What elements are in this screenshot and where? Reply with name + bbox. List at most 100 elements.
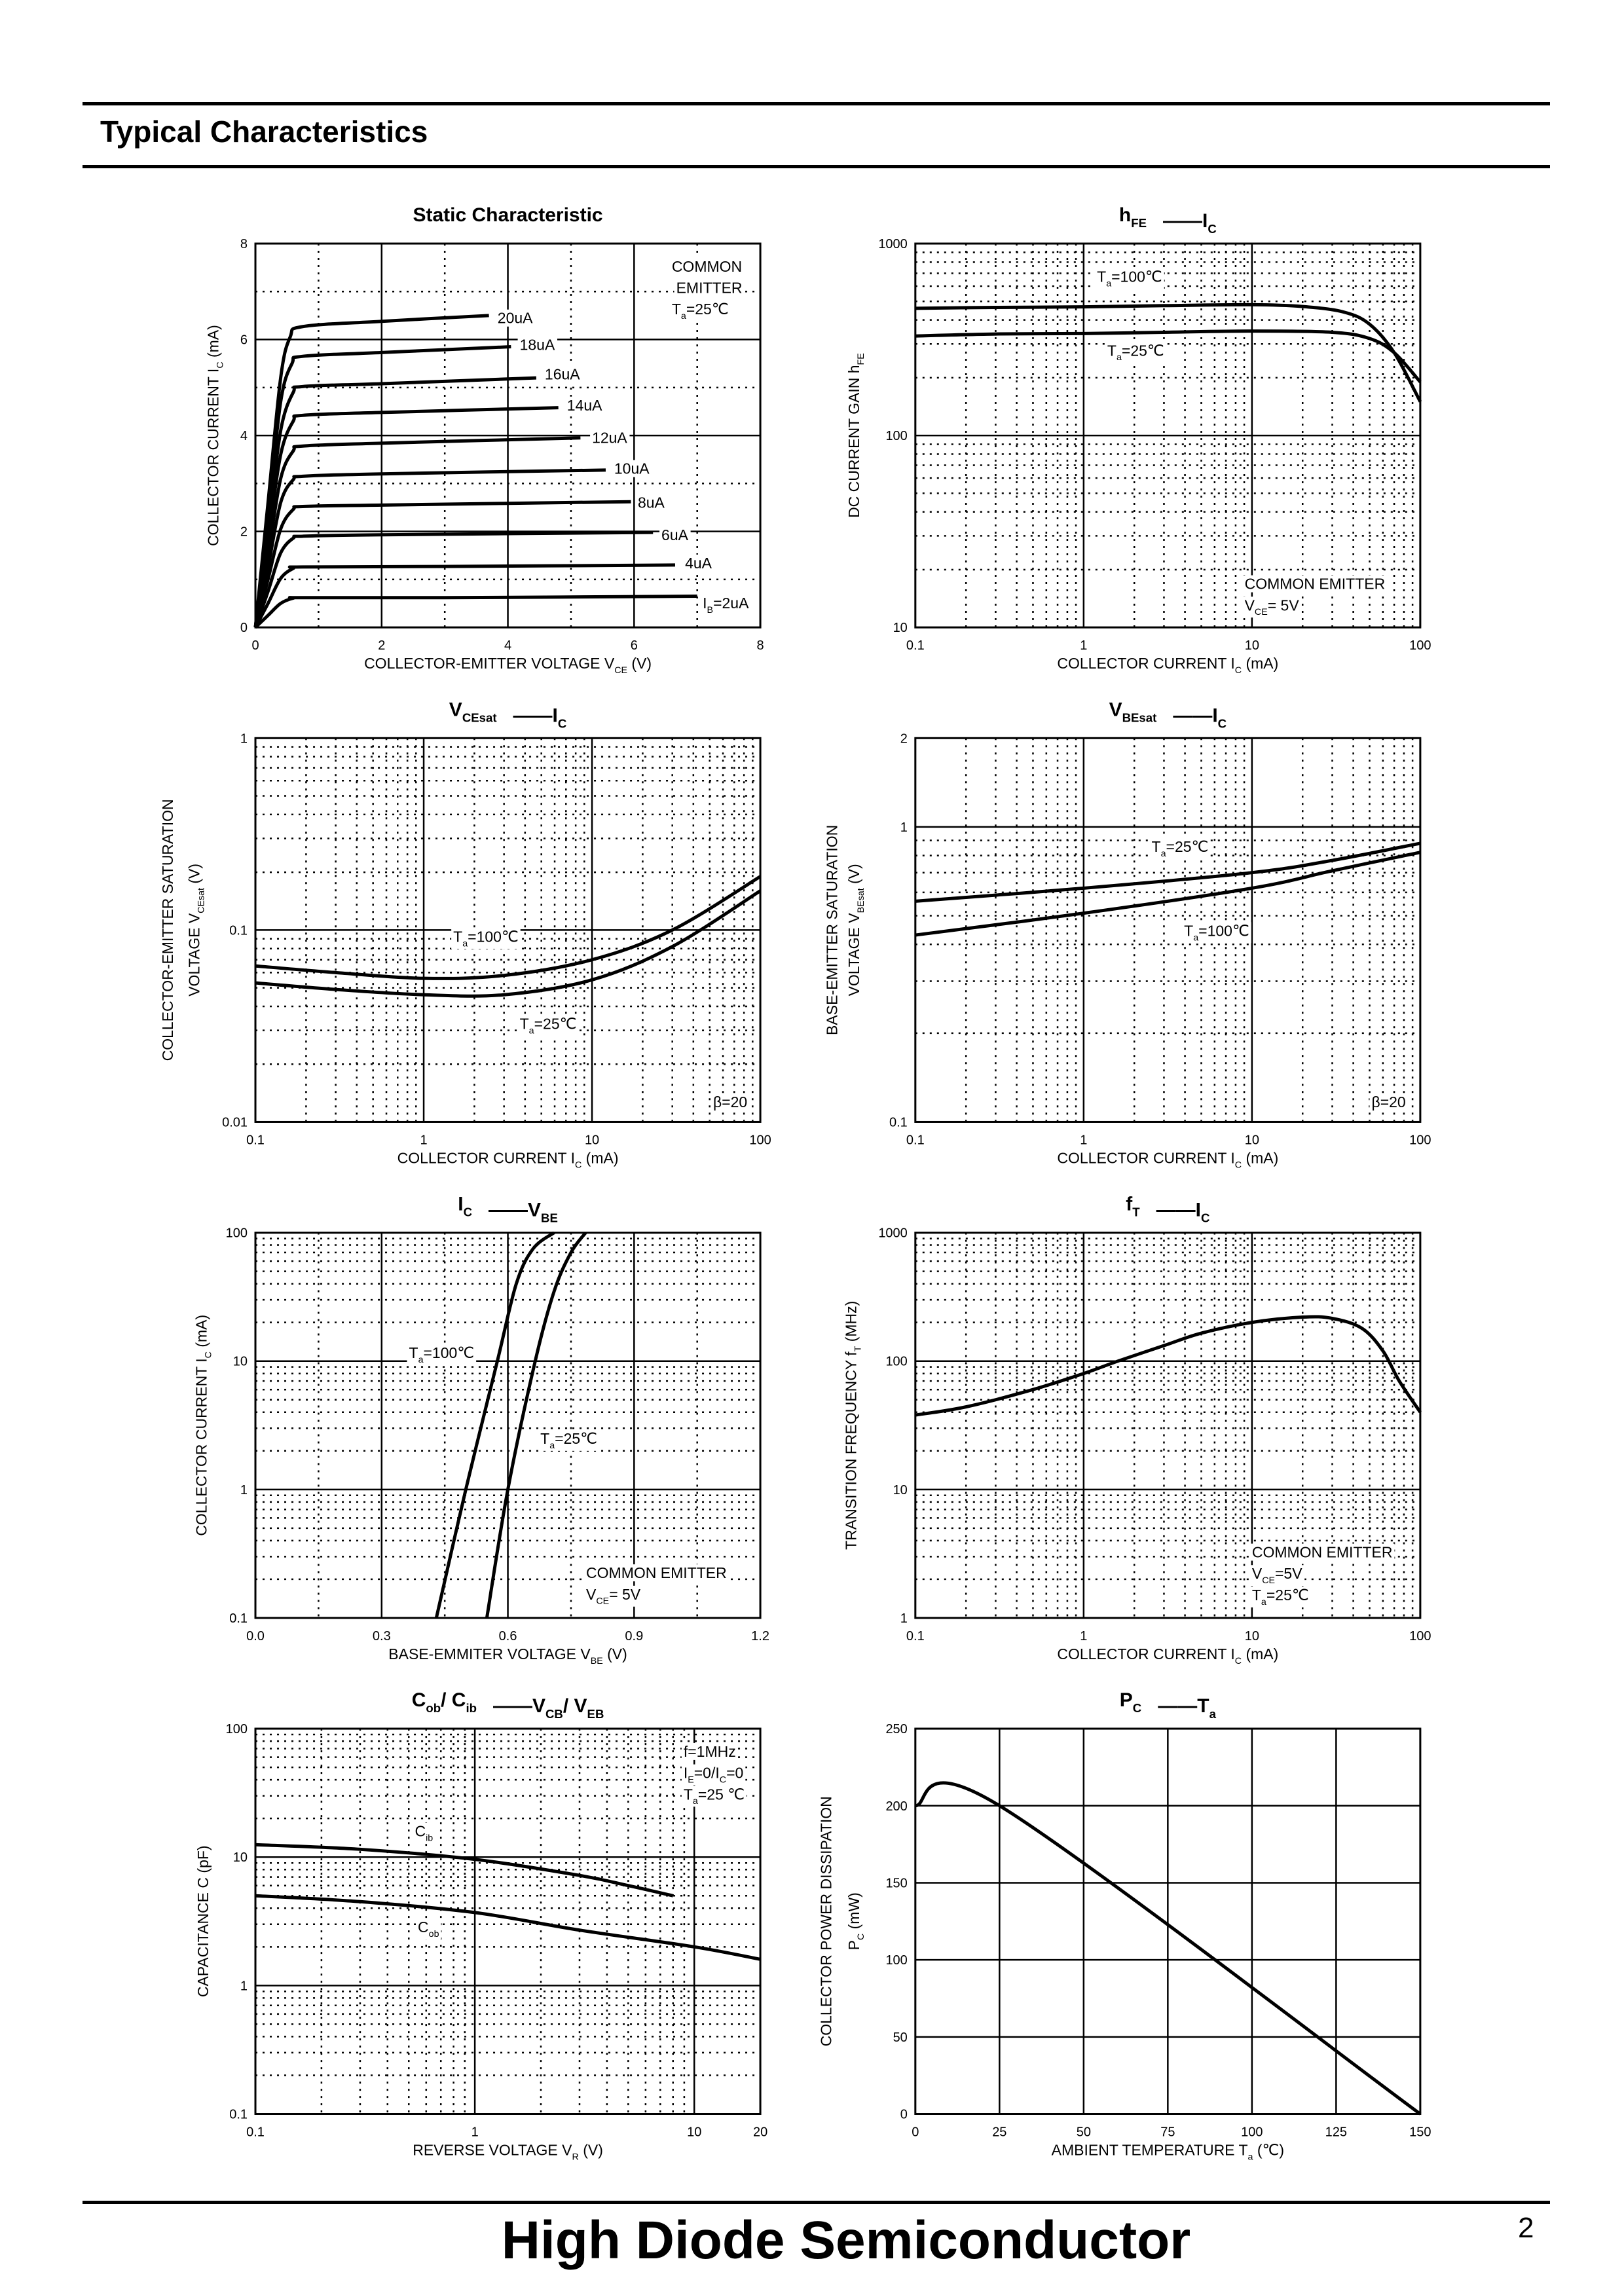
chart-5: 0.1 1 10 100 1 10 100 1000 fT ——IC COLLECTOR CURRE… xyxy=(843,1194,1431,1666)
y-tick-label: 1 xyxy=(900,820,908,835)
chart-note: Ta=25℃ xyxy=(1252,1587,1309,1607)
series-label: 4uA xyxy=(685,555,712,572)
y-tick-label: 100 xyxy=(885,1355,907,1369)
series-line-Ta100 xyxy=(915,303,1422,403)
series-label: Ta=25℃ xyxy=(1152,838,1209,859)
chart-title: fT ——IC xyxy=(1126,1194,1209,1225)
company-name: High Diode Semiconductor xyxy=(501,2211,1191,2270)
x-tick-label: 0.1 xyxy=(906,638,925,653)
series-label: 8uA xyxy=(638,494,665,511)
x-tick-label: 0 xyxy=(912,2125,919,2140)
series-label: 20uA xyxy=(498,310,533,327)
x-tick-label: 25 xyxy=(992,2125,1006,2140)
y-tick-label: 0.1 xyxy=(889,1115,908,1129)
page-number: 2 xyxy=(1518,2212,1534,2244)
y-tick-label: 1 xyxy=(240,1483,248,1497)
plot-frame xyxy=(914,1727,1422,2116)
series-line-Ta100 xyxy=(434,1231,555,1619)
series-line-fT xyxy=(915,1315,1422,1417)
chart-note: EMITTER xyxy=(676,280,743,297)
x-tick-label: 0.1 xyxy=(246,1133,265,1147)
chart-note: VCE=5V xyxy=(1252,1565,1302,1586)
chart-6: 0.1 1 10 20 0.1 1 10 100 Cob/ Cib ——VCB/ VEB REVER… xyxy=(194,1689,767,2162)
series-label: Ta=100℃ xyxy=(453,928,519,949)
y-tick-label: 100 xyxy=(226,1226,248,1241)
y-tick-label: 150 xyxy=(885,1876,907,1890)
series-label: Ta=25℃ xyxy=(540,1430,597,1451)
y-tick-label: 200 xyxy=(885,1799,907,1814)
header-rule-bottom xyxy=(83,165,1550,168)
series-label: Ta=25℃ xyxy=(520,1015,577,1036)
chart-note: Ta=25 ℃ xyxy=(684,1786,745,1807)
x-tick-label: 0.1 xyxy=(906,1133,925,1147)
chart-note: Ta=25℃ xyxy=(672,301,729,321)
y-tick-label: 1 xyxy=(900,1611,908,1626)
x-tick-label: 8 xyxy=(757,638,764,653)
x-tick-label: 1 xyxy=(1080,1133,1087,1147)
chart-title: hFE ——IC xyxy=(1119,204,1217,236)
y-tick-label: 1000 xyxy=(878,1226,908,1241)
y-axis-label: CAPACITANCE C (pF) xyxy=(194,1845,212,1997)
x-tick-label: 10 xyxy=(1245,1133,1259,1147)
y-tick-label: 50 xyxy=(893,2030,908,2045)
x-tick-label: 1 xyxy=(1080,638,1087,653)
y-tick-label: 1 xyxy=(240,731,248,746)
series-label: 12uA xyxy=(592,429,627,446)
chart-title: IC ——VBE xyxy=(458,1194,558,1225)
x-tick-label: 6 xyxy=(631,638,638,653)
x-tick-label: 0.3 xyxy=(373,1629,391,1643)
plot-frame xyxy=(254,1232,762,1619)
chart-note: VCE= 5V xyxy=(586,1586,641,1607)
x-tick-label: 20 xyxy=(753,2125,767,2140)
x-tick-label: 0.1 xyxy=(906,1629,925,1643)
x-tick-label: 2 xyxy=(378,638,385,653)
x-tick-label: 100 xyxy=(749,1133,771,1147)
x-tick-label: 0.1 xyxy=(246,2125,265,2140)
x-axis-label: COLLECTOR-EMITTER VOLTAGE VCE (V) xyxy=(364,655,652,676)
series-label: Cob xyxy=(418,1919,439,1939)
y-tick-label: 100 xyxy=(226,1722,248,1736)
series-line-PC xyxy=(915,1781,1422,2116)
y-axis-label: VOLTAGE VCEsat (V) xyxy=(185,864,206,997)
chart-note: COMMON EMITTER xyxy=(1245,576,1386,593)
y-axis-label-line1: COLLECTOR-EMITTER SATURATION xyxy=(159,799,176,1061)
y-tick-label: 0.1 xyxy=(229,923,248,938)
series-line-10uA xyxy=(253,468,606,628)
y-tick-label: 0 xyxy=(900,2108,908,2122)
series-line-Cob xyxy=(255,1894,761,1961)
y-axis-label: COLLECTOR CURRENT IC (mA) xyxy=(193,1315,214,1536)
chart-note: f=1MHz xyxy=(684,1743,736,1760)
series-line-Ta100 xyxy=(255,875,762,980)
series-label: Ta=100℃ xyxy=(1097,268,1162,289)
series-label: 6uA xyxy=(661,526,689,543)
x-tick-label: 100 xyxy=(1409,638,1431,653)
series-line-6uA xyxy=(253,530,654,629)
y-tick-label: 250 xyxy=(885,1722,907,1736)
x-axis-label: COLLECTOR CURRENT IC (mA) xyxy=(1057,1149,1278,1170)
x-tick-label: 10 xyxy=(687,2125,701,2140)
x-tick-label: 1 xyxy=(1080,1629,1087,1643)
series-label: IB=2uA xyxy=(703,595,749,615)
series-line-Ta25 xyxy=(255,889,762,998)
chart-1: 0.1 1 10 100 10 100 1000 hFE ——IC COLLECTOR CURRE… xyxy=(845,204,1431,676)
y-axis-label-line1: BASE-EMITTER SATURATION xyxy=(823,825,840,1035)
x-tick-label: 10 xyxy=(1245,1629,1259,1643)
y-axis-label: PC (mW) xyxy=(845,1892,866,1950)
y-tick-label: 100 xyxy=(885,1953,907,1968)
series-line-8uA xyxy=(253,500,631,628)
x-axis-label: BASE-EMMITER VOLTAGE VBE (V) xyxy=(388,1645,627,1666)
header-rule-top xyxy=(83,102,1550,105)
series-line-18uA xyxy=(253,345,511,628)
chart-title: PC ——Ta xyxy=(1120,1689,1217,1721)
chart-2: 0.1 1 10 100 0.01 0.1 1 VCEsat ——IC COLLECTOR CUR… xyxy=(159,699,771,1170)
plot-frame xyxy=(254,737,762,1123)
series-line-14uA xyxy=(253,406,559,628)
y-axis-label: DC CURRENT GAIN hFE xyxy=(845,353,866,518)
x-tick-label: 150 xyxy=(1409,2125,1431,2140)
series-label: 16uA xyxy=(545,365,580,382)
y-tick-label: 0.01 xyxy=(222,1115,248,1129)
y-tick-label: 10 xyxy=(233,1850,248,1865)
series-line-Ta25 xyxy=(915,329,1422,384)
y-tick-label: 1000 xyxy=(878,237,908,251)
